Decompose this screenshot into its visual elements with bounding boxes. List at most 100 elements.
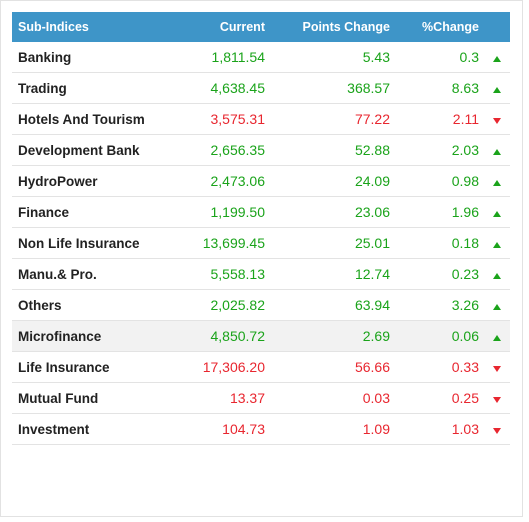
percent-change-value: 0.18 [402, 227, 483, 259]
trend-cell [483, 413, 510, 445]
points-change-value: 368.57 [283, 72, 402, 104]
header-sub-indices[interactable]: Sub-Indices [18, 20, 89, 34]
sub-index-name: Trading [12, 72, 176, 104]
current-value: 17,306.20 [176, 351, 283, 383]
points-change-value: 23.06 [283, 196, 402, 228]
points-change-value: 5.43 [283, 42, 402, 73]
triangle-down-icon [492, 366, 501, 372]
table-row[interactable]: Hotels And Tourism 3,575.31 77.22 2.11 [12, 103, 510, 135]
triangle-down-icon [492, 397, 501, 403]
triangle-up-icon [492, 211, 501, 217]
sub-index-name: Microfinance [12, 320, 176, 352]
trend-cell [483, 165, 510, 197]
points-change-value: 24.09 [283, 165, 402, 197]
percent-change-value: 2.11 [402, 103, 483, 135]
table-row[interactable]: Mutual Fund 13.37 0.03 0.25 [12, 382, 510, 414]
current-value: 13.37 [176, 382, 283, 414]
triangle-up-icon [492, 56, 501, 62]
percent-change-value: 0.33 [402, 351, 483, 383]
points-change-value: 1.09 [283, 413, 402, 445]
current-value: 2,656.35 [176, 134, 283, 166]
triangle-up-icon [492, 335, 501, 341]
trend-cell [483, 320, 510, 352]
triangle-up-icon [492, 273, 501, 279]
trend-cell [483, 258, 510, 290]
header-row: Sub-Indices Current Points Change %Chang… [12, 12, 510, 42]
table-row[interactable]: Manu.& Pro. 5,558.13 12.74 0.23 [12, 258, 510, 290]
percent-change-value: 8.63 [402, 72, 483, 104]
table-row[interactable]: Development Bank 2,656.35 52.88 2.03 [12, 134, 510, 166]
sub-index-name: Mutual Fund [12, 382, 176, 414]
sub-indices-table: Sub-Indices Current Points Change %Chang… [12, 12, 510, 445]
current-value: 1,199.50 [176, 196, 283, 228]
sub-index-name: Manu.& Pro. [12, 258, 176, 290]
sub-index-name: Hotels And Tourism [12, 103, 176, 135]
triangle-up-icon [492, 304, 501, 310]
sub-indices-panel: Sub-Indices Current Points Change %Chang… [0, 0, 523, 517]
points-change-value: 12.74 [283, 258, 402, 290]
table-row[interactable]: Investment 104.73 1.09 1.03 [12, 413, 510, 445]
triangle-up-icon [492, 242, 501, 248]
table-row[interactable]: Microfinance 4,850.72 2.69 0.06 [12, 320, 510, 352]
trend-cell [483, 227, 510, 259]
sub-index-name: HydroPower [12, 165, 176, 197]
triangle-up-icon [492, 149, 501, 155]
trend-cell [483, 103, 510, 135]
percent-change-value: 1.03 [402, 413, 483, 445]
points-change-value: 52.88 [283, 134, 402, 166]
current-value: 104.73 [176, 413, 283, 445]
percent-change-value: 3.26 [402, 289, 483, 321]
table-header: Sub-Indices Current Points Change %Chang… [12, 12, 510, 42]
sub-index-name: Investment [12, 413, 176, 445]
sub-index-name: Banking [12, 42, 176, 73]
percent-change-value: 0.23 [402, 258, 483, 290]
sub-index-name: Development Bank [12, 134, 176, 166]
header-current[interactable]: Current [219, 20, 265, 34]
trend-cell [483, 382, 510, 414]
triangle-down-icon [492, 118, 501, 124]
table-row[interactable]: Finance 1,199.50 23.06 1.96 [12, 196, 510, 228]
trend-cell [483, 42, 510, 73]
points-change-value: 25.01 [283, 227, 402, 259]
sub-index-name: Life Insurance [12, 351, 176, 383]
percent-change-value: 2.03 [402, 134, 483, 166]
triangle-up-icon [492, 180, 501, 186]
percent-change-value: 0.25 [402, 382, 483, 414]
header-arrow [483, 12, 510, 42]
trend-cell [483, 72, 510, 104]
trend-cell [483, 351, 510, 383]
current-value: 3,575.31 [176, 103, 283, 135]
current-value: 1,811.54 [176, 42, 283, 73]
table-row[interactable]: Life Insurance 17,306.20 56.66 0.33 [12, 351, 510, 383]
triangle-down-icon [492, 428, 501, 434]
triangle-up-icon [492, 87, 501, 93]
percent-change-value: 0.06 [402, 320, 483, 352]
percent-change-value: 0.98 [402, 165, 483, 197]
current-value: 2,473.06 [176, 165, 283, 197]
current-value: 4,638.45 [176, 72, 283, 104]
table-row[interactable]: Trading 4,638.45 368.57 8.63 [12, 72, 510, 104]
current-value: 5,558.13 [176, 258, 283, 290]
points-change-value: 63.94 [283, 289, 402, 321]
header-percent-change[interactable]: %Change [422, 20, 479, 34]
points-change-value: 2.69 [283, 320, 402, 352]
points-change-value: 0.03 [283, 382, 402, 414]
table-body: Banking 1,811.54 5.43 0.3 Trading 4,638.45 368… [12, 42, 510, 445]
percent-change-value: 1.96 [402, 196, 483, 228]
points-change-value: 56.66 [283, 351, 402, 383]
trend-cell [483, 196, 510, 228]
table-row[interactable]: Banking 1,811.54 5.43 0.3 [12, 42, 510, 73]
sub-index-name: Finance [12, 196, 176, 228]
sub-index-name: Non Life Insurance [12, 227, 176, 259]
table-row[interactable]: Non Life Insurance 13,699.45 25.01 0.18 [12, 227, 510, 259]
current-value: 13,699.45 [176, 227, 283, 259]
table-row[interactable]: HydroPower 2,473.06 24.09 0.98 [12, 165, 510, 197]
table-row[interactable]: Others 2,025.82 63.94 3.26 [12, 289, 510, 321]
trend-cell [483, 289, 510, 321]
sub-index-name: Others [12, 289, 176, 321]
trend-cell [483, 134, 510, 166]
current-value: 4,850.72 [176, 320, 283, 352]
points-change-value: 77.22 [283, 103, 402, 135]
header-points-change[interactable]: Points Change [302, 20, 390, 34]
percent-change-value: 0.3 [402, 42, 483, 73]
